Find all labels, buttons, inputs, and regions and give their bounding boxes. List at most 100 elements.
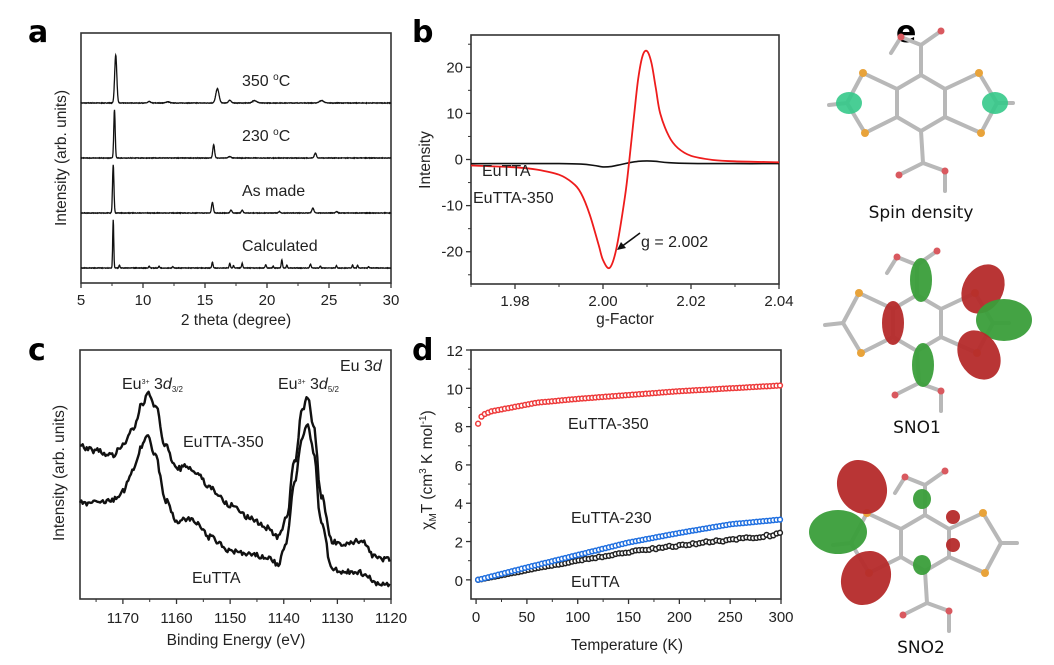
series-line-calculated (80, 219, 392, 270)
annotation-g-value: g = 2.002 (641, 234, 708, 251)
x-tick-label: 250 (718, 609, 743, 626)
label-italic: d (163, 376, 173, 393)
data-point (776, 529, 784, 536)
terminal-bond (823, 321, 845, 327)
series-label-eutta: EuTTA (482, 163, 531, 180)
bond (841, 321, 863, 355)
orbital-lobe (809, 510, 867, 554)
x-tick-label: 1150 (214, 610, 246, 627)
panel-e-molecules: Spin density SNO1 SNO2 (809, 27, 1032, 658)
series-line-350-c (80, 52, 392, 105)
bond (919, 129, 925, 165)
orbital-lobe (836, 459, 888, 515)
y-tick-label: 2 (455, 535, 463, 552)
bond (903, 475, 927, 487)
bond (897, 161, 925, 177)
oxygen-atom (893, 253, 901, 261)
orbital-lobe (957, 330, 1001, 380)
molecule-spin-density (827, 27, 1015, 193)
series-label: As made (242, 183, 305, 200)
series-line-230-c (80, 109, 392, 160)
molecule-sno1 (823, 247, 1032, 413)
bond (841, 291, 861, 325)
data-point (474, 420, 482, 427)
ring-bond (895, 115, 923, 133)
orbital-lobe (882, 301, 904, 345)
orbital-lobe (913, 489, 931, 509)
label-sup: 3+ (298, 379, 306, 386)
ring-bond (919, 73, 947, 91)
bond (983, 541, 1003, 575)
label-italic: d (373, 358, 383, 375)
x-axis-label: g-Factor (596, 311, 654, 328)
spin-lobe-left (836, 92, 862, 114)
x-axis-label: Binding Energy (eV) (167, 632, 306, 649)
x-tick-label: 200 (667, 609, 692, 626)
x-tick-label: 1130 (321, 610, 353, 627)
ylabel-sup2: -1 (418, 415, 429, 424)
x-tick-label: 10 (135, 292, 152, 309)
x-tick-label: 15 (197, 292, 214, 309)
bond (981, 511, 1003, 545)
sulfur-atom (981, 569, 989, 577)
caption-spin-density: Spin density (869, 203, 974, 223)
y-tick-label: 0 (455, 152, 463, 169)
series-label-eutta-350: EuTTA-350 (568, 416, 649, 433)
degree-symbol: o (273, 72, 279, 83)
y-axis-label: Intensity (arb. units) (51, 405, 68, 541)
series-line-eutta-350 (470, 49, 780, 270)
sulfur-atom (859, 69, 867, 77)
x-tick-label: 30 (383, 292, 400, 309)
panel-letter-a: a (28, 15, 48, 50)
x-tick-label: 20 (259, 292, 276, 309)
oxygen-atom (933, 247, 941, 255)
x-tick-label: 100 (565, 609, 590, 626)
x-tick-label: 50 (519, 609, 536, 626)
oxygen-atom (937, 387, 945, 395)
caption-sno2: SNO2 (897, 638, 945, 658)
orbital-lobe (976, 299, 1032, 341)
label-eu: Eu (122, 376, 142, 393)
bond (923, 469, 947, 487)
label-after: 3 (150, 376, 163, 393)
plot-frame-c (79, 349, 392, 600)
sulfur-atom (975, 69, 983, 77)
y-tick-label: 0 (455, 573, 463, 590)
series-points-eutta-230 (474, 516, 784, 583)
series-label: 350 oC (242, 72, 290, 90)
y-tick-label: 8 (455, 420, 463, 437)
x-axis-label: Temperature (K) (571, 637, 683, 654)
label-eu: Eu (278, 376, 298, 393)
panel-letter-b: b (412, 15, 433, 50)
sulfur-atom (979, 509, 987, 517)
annotation-arrow-head (617, 242, 626, 250)
orbital-lobe (946, 538, 960, 552)
x-tick-label: 1.98 (500, 293, 529, 310)
bond (901, 601, 929, 617)
label-italic: d (319, 376, 329, 393)
panel-letter-e: e (896, 15, 916, 50)
label-sup: 3+ (142, 379, 150, 386)
y-tick-label: 20 (446, 59, 463, 76)
data-point (776, 382, 784, 389)
orbital-lobe (840, 550, 892, 606)
series-label: Calculated (242, 238, 318, 255)
unit: C (279, 73, 291, 90)
y-axis-label: Intensity (arb. units) (53, 90, 70, 226)
x-tick-label: 2.02 (676, 293, 705, 310)
series-label-eutta: EuTTA (571, 574, 620, 591)
ring-bond (923, 513, 951, 531)
bond (865, 511, 903, 531)
x-tick-label: 1120 (375, 610, 407, 627)
panel-letter-d: d (412, 333, 433, 368)
series-label: 230 oC (242, 127, 290, 145)
series-label-eutta-350: EuTTA-350 (183, 434, 264, 451)
x-tick-label: 1160 (160, 610, 192, 627)
x-tick-label: 150 (616, 609, 641, 626)
y-tick-label: 10 (446, 105, 463, 122)
unit: C (279, 128, 291, 145)
bond (919, 29, 943, 47)
ylabel-sub: M (428, 513, 439, 521)
oxygen-atom (891, 391, 899, 399)
